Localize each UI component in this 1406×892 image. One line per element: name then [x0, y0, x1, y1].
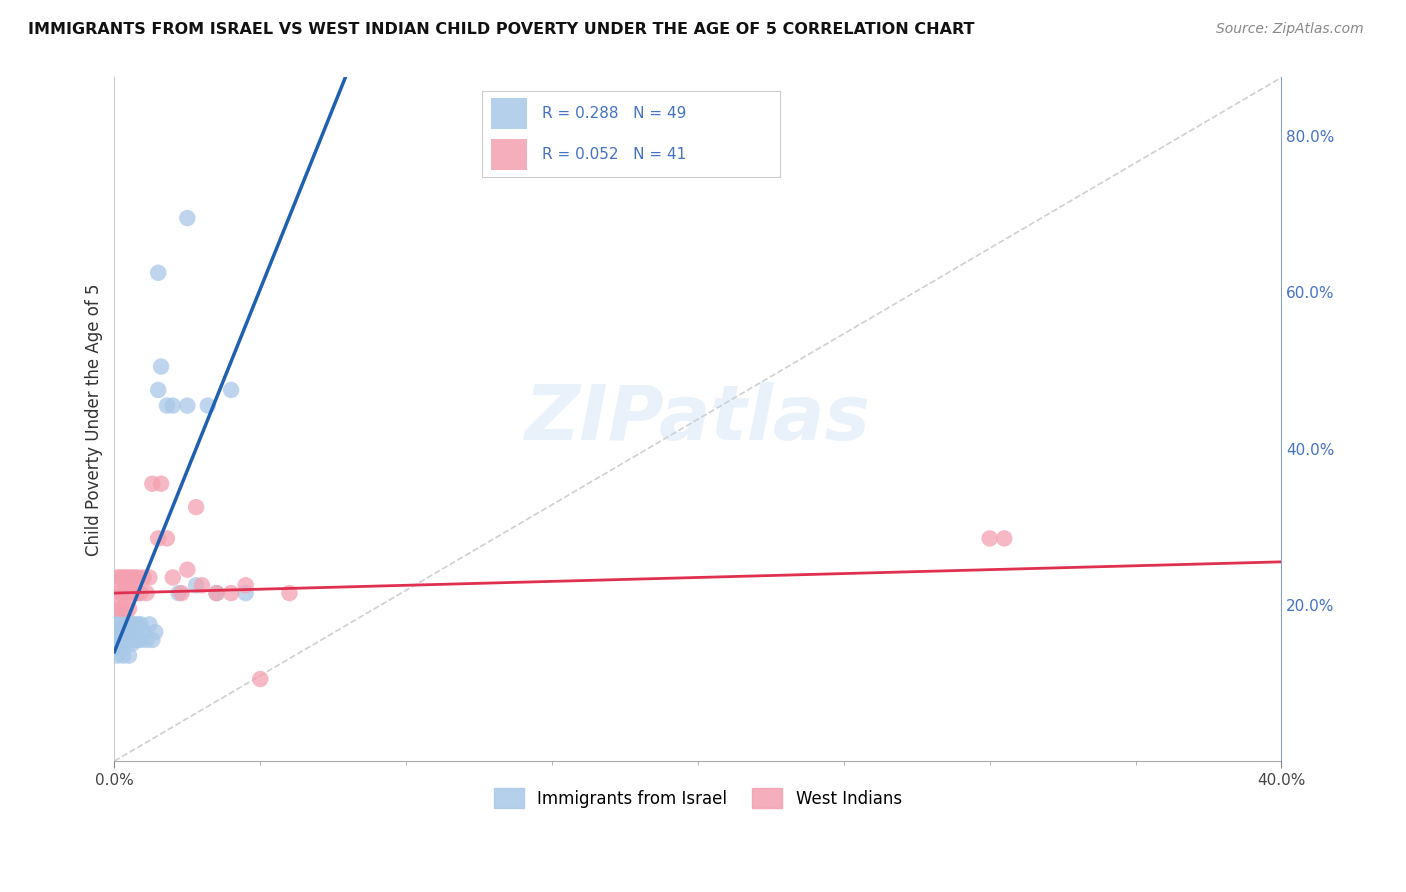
Point [146, 532, 169, 546]
Point [176, 211, 198, 225]
Point [112, 640, 135, 655]
Point [156, 399, 179, 413]
Point [129, 632, 152, 647]
Point [278, 586, 301, 600]
Point [150, 476, 173, 491]
Point [135, 586, 157, 600]
Point [156, 532, 179, 546]
Point [146, 266, 169, 280]
Point [110, 617, 132, 632]
Point [205, 586, 228, 600]
Point [124, 586, 146, 600]
Point [121, 637, 143, 651]
Point [118, 586, 141, 600]
Point [110, 570, 132, 584]
Point [141, 632, 163, 647]
Point [110, 586, 132, 600]
Text: Source: ZipAtlas.com: Source: ZipAtlas.com [1216, 22, 1364, 37]
Point [112, 648, 135, 663]
Point [110, 625, 132, 640]
Point [235, 578, 257, 592]
Point [118, 632, 141, 647]
Point [191, 578, 214, 592]
Point [124, 570, 146, 584]
Point [135, 632, 157, 647]
Point [112, 617, 135, 632]
Point [219, 586, 242, 600]
Text: IMMIGRANTS FROM ISRAEL VS WEST INDIAN CHILD POVERTY UNDER THE AGE OF 5 CORRELATI: IMMIGRANTS FROM ISRAEL VS WEST INDIAN CH… [28, 22, 974, 37]
Point [121, 570, 143, 584]
Point [105, 632, 128, 647]
Point [105, 640, 128, 655]
Point [115, 601, 138, 615]
Point [112, 586, 135, 600]
Point [249, 672, 271, 686]
Point [124, 617, 146, 632]
Legend: Immigrants from Israel, West Indians: Immigrants from Israel, West Indians [488, 781, 908, 814]
Y-axis label: Child Poverty Under the Age of 5: Child Poverty Under the Age of 5 [86, 283, 103, 556]
Point [205, 586, 228, 600]
Point [118, 625, 141, 640]
Point [162, 570, 184, 584]
Point [105, 601, 128, 615]
Point [176, 399, 198, 413]
Point [118, 601, 141, 615]
Point [112, 570, 135, 584]
Point [115, 586, 138, 600]
Point [112, 632, 135, 647]
Point [115, 632, 138, 647]
Point [115, 625, 138, 640]
Point [115, 570, 138, 584]
Point [197, 399, 219, 413]
Point [235, 586, 257, 600]
Point [176, 563, 198, 577]
Point [110, 609, 132, 624]
Point [141, 476, 163, 491]
Point [121, 586, 143, 600]
Point [129, 586, 152, 600]
Point [115, 617, 138, 632]
Point [121, 625, 143, 640]
Point [184, 578, 207, 592]
Point [105, 586, 128, 600]
Point [143, 625, 166, 640]
Point [115, 609, 138, 624]
Point [150, 359, 173, 374]
Point [127, 617, 149, 632]
Point [138, 617, 160, 632]
Point [129, 617, 152, 632]
Point [132, 570, 155, 584]
Point [112, 601, 135, 615]
Point [162, 399, 184, 413]
Point [110, 601, 132, 615]
Point [127, 632, 149, 647]
Point [112, 625, 135, 640]
Point [167, 586, 190, 600]
Point [219, 383, 242, 397]
Point [138, 570, 160, 584]
Point [170, 586, 193, 600]
Point [127, 570, 149, 584]
Point [118, 570, 141, 584]
Point [121, 617, 143, 632]
Point [118, 648, 141, 663]
Point [105, 648, 128, 663]
Text: ZIPatlas: ZIPatlas [524, 383, 870, 457]
Point [110, 632, 132, 647]
Point [979, 532, 1001, 546]
Point [124, 632, 146, 647]
Point [993, 532, 1015, 546]
Point [184, 500, 207, 515]
Point [105, 570, 128, 584]
Point [118, 617, 141, 632]
Point [146, 383, 169, 397]
Point [105, 625, 128, 640]
Point [132, 625, 155, 640]
Point [127, 586, 149, 600]
Point [105, 617, 128, 632]
